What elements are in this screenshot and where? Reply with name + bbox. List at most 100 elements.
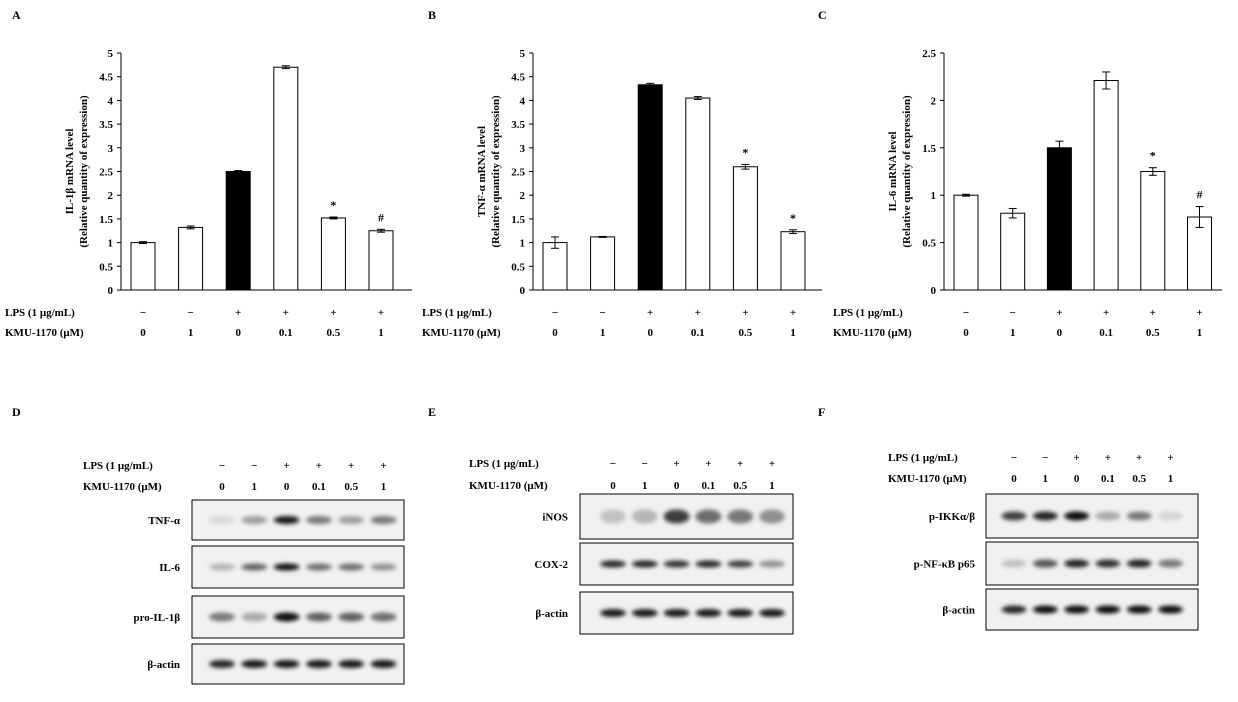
lps-value: + xyxy=(737,458,743,470)
blot-band xyxy=(695,560,722,568)
lps-value: + xyxy=(378,307,384,319)
blot-band xyxy=(727,560,754,568)
blot-band xyxy=(1126,511,1152,521)
kmu-value: 1 xyxy=(381,481,387,493)
y-tick-label: 5 xyxy=(108,48,114,60)
chart-panel-c: 0 0.5 1 1.5 2 2.5 IL-6 mRNA level (Relative qua… xyxy=(887,48,1222,297)
kmu-value: 1 xyxy=(1010,327,1016,339)
significance-marker: * xyxy=(790,211,796,225)
blot-band xyxy=(759,609,785,617)
kmu-value: 0 xyxy=(284,481,290,493)
kmu-value: 1 xyxy=(378,327,384,339)
blot-band xyxy=(305,660,332,668)
condition-table-f: LPS (1 μg/mL) KMU-1170 (μM) − − + + + +0 1 0 0.1 0.… xyxy=(888,452,1174,485)
bar xyxy=(130,242,156,291)
kmu-value: 0 xyxy=(1074,473,1080,485)
lps-value: + xyxy=(673,458,679,470)
y-tick-label: 2.5 xyxy=(99,167,113,179)
chart-panel-b: 0 0.5 1 1.5 2 2.5 3 3.5 4 4.5 5 TNF-α mRNA level (Re… xyxy=(476,48,822,297)
chart-panel-a: 0 0.5 1 1.5 2 2.5 3 3.5 4 4.5 5 IL-1β mRNA level (Re… xyxy=(64,48,412,297)
bar xyxy=(225,171,251,291)
significance-marker: * xyxy=(742,145,748,159)
blot-band xyxy=(209,660,235,668)
lps-value: + xyxy=(380,460,386,472)
blot-band xyxy=(1126,559,1152,568)
kmu-value: 0 xyxy=(674,480,680,492)
blot-band xyxy=(695,609,722,617)
blot-band xyxy=(273,612,300,622)
y-tick-label: 1 xyxy=(520,238,526,250)
blot-row-label: iNOS xyxy=(542,512,568,524)
kmu-value: 1 xyxy=(252,481,258,493)
blot-band xyxy=(1001,559,1027,568)
significance-marker: * xyxy=(330,198,336,212)
blot-band xyxy=(241,612,268,622)
kmu-label: KMU-1170 (μM) xyxy=(83,481,162,493)
condition-table-e: LPS (1 μg/mL) KMU-1170 (μM) − − + + + +0 1 0 0.1 0.… xyxy=(469,458,775,492)
y-tick-label: 0 xyxy=(520,285,526,297)
y-axis-label: IL-6 mRNA level xyxy=(887,131,899,211)
y-tick-label: 3.5 xyxy=(511,119,525,131)
lps-label: LPS (1 μg/mL) xyxy=(5,307,75,319)
y-axis-label-sub: (Relative quantity of expression) xyxy=(78,95,90,248)
kmu-label: KMU-1170 (μM) xyxy=(5,327,84,339)
kmu-value: 0.1 xyxy=(1101,473,1115,485)
condition-table-a: LPS (1 μg/mL) KMU-1170 (μM) − − + + + +0 1 0 0.1 0.… xyxy=(5,307,384,339)
kmu-value: 1 xyxy=(1168,473,1174,485)
significance-marker: # xyxy=(378,210,384,224)
condition-table-b: LPS (1 μg/mL) KMU-1170 (μM) − − + + + +0 1 0 0.1 0.… xyxy=(422,307,796,339)
y-tick-label: 1 xyxy=(931,190,937,202)
lps-value: − xyxy=(219,460,225,472)
kmu-value: 0.1 xyxy=(691,327,705,339)
lps-value: + xyxy=(769,458,775,470)
kmu-value: 0 xyxy=(647,327,653,339)
blot-band xyxy=(663,609,690,617)
lps-value: + xyxy=(705,458,711,470)
y-tick-label: 3 xyxy=(520,143,526,155)
blot-band xyxy=(273,563,300,571)
panel-letter-b: B xyxy=(428,8,436,22)
blot-band xyxy=(241,563,268,571)
lps-value: + xyxy=(1150,307,1156,319)
lps-value: − xyxy=(1011,452,1017,464)
lps-value: + xyxy=(330,307,336,319)
y-tick-label: 4 xyxy=(108,95,114,107)
y-tick-label: 2.5 xyxy=(922,48,936,60)
lps-value: + xyxy=(283,307,289,319)
lps-value: + xyxy=(1196,307,1202,319)
western-blot-d: TNF-α IL-6 pro-IL-1β β-actin xyxy=(133,499,405,685)
lps-value: + xyxy=(1103,307,1109,319)
y-tick-label: 1.5 xyxy=(922,143,936,155)
blot-band xyxy=(631,509,658,524)
lps-label: LPS (1 μg/mL) xyxy=(469,458,539,470)
kmu-value: 0 xyxy=(235,327,241,339)
y-tick-label: 0.5 xyxy=(922,238,936,250)
blot-band xyxy=(727,509,754,524)
lps-value: − xyxy=(1010,307,1016,319)
panel-letter-c: C xyxy=(818,8,827,22)
kmu-value: 0.5 xyxy=(739,327,753,339)
y-tick-label: 3.5 xyxy=(99,119,113,131)
blot-band xyxy=(663,560,690,568)
blot-band xyxy=(370,660,397,668)
blot-band xyxy=(600,509,626,524)
kmu-value: 1 xyxy=(600,327,606,339)
lps-value: − xyxy=(187,307,193,319)
western-blot-f: p-IKKα/β p-NF-κB p65 β-actin xyxy=(914,493,1199,631)
blot-band xyxy=(209,612,235,622)
blot-row-label: β-actin xyxy=(535,608,568,620)
kmu-value: 0 xyxy=(1011,473,1017,485)
kmu-value: 0 xyxy=(963,327,969,339)
y-tick-label: 0 xyxy=(931,285,937,297)
lps-value: − xyxy=(251,460,257,472)
bar xyxy=(178,226,204,291)
blot-row-label: IL-6 xyxy=(159,562,180,574)
kmu-value: 1 xyxy=(188,327,194,339)
kmu-value: 0.1 xyxy=(1099,327,1113,339)
kmu-value: 0 xyxy=(552,327,558,339)
lps-value: + xyxy=(316,460,322,472)
bar xyxy=(273,66,299,291)
kmu-value: 1 xyxy=(1197,327,1203,339)
lps-label: LPS (1 μg/mL) xyxy=(422,307,492,319)
lps-value: − xyxy=(599,307,605,319)
